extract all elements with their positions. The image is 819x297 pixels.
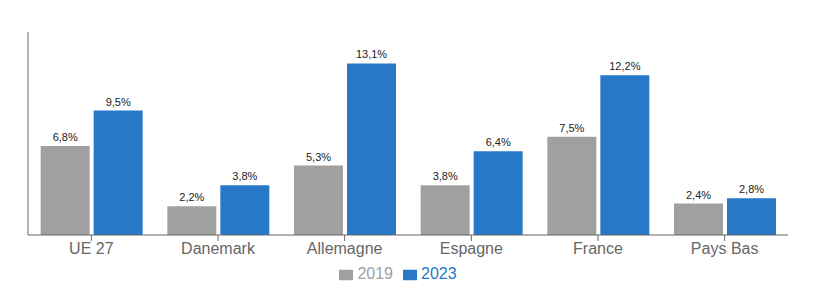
svg-text:Espagne: Espagne xyxy=(440,240,503,257)
svg-text:9,5%: 9,5% xyxy=(106,96,131,108)
svg-text:2,4%: 2,4% xyxy=(686,189,711,201)
svg-text:3,8%: 3,8% xyxy=(433,170,458,182)
svg-text:6,8%: 6,8% xyxy=(53,131,78,143)
svg-text:6,4%: 6,4% xyxy=(486,136,511,148)
svg-text:Pays Bas: Pays Bas xyxy=(691,240,759,257)
svg-text:3,8%: 3,8% xyxy=(232,170,257,182)
svg-text:France: France xyxy=(573,240,623,257)
html-text:2019: 2019 xyxy=(357,265,393,282)
svg-text:7,5%: 7,5% xyxy=(559,122,584,134)
svg-text:2,2%: 2,2% xyxy=(179,191,204,203)
svg-text:2,8%: 2,8% xyxy=(739,183,764,195)
svg-text:UE 27: UE 27 xyxy=(69,240,114,257)
svg-text:13,1%: 13,1% xyxy=(356,48,387,60)
svg-text:12,2%: 12,2% xyxy=(609,60,640,72)
svg-text:Danemark: Danemark xyxy=(181,240,256,257)
html-text:2023: 2023 xyxy=(421,265,457,282)
svg-text:Allemagne: Allemagne xyxy=(307,240,383,257)
svg-text:5,3%: 5,3% xyxy=(306,151,331,163)
